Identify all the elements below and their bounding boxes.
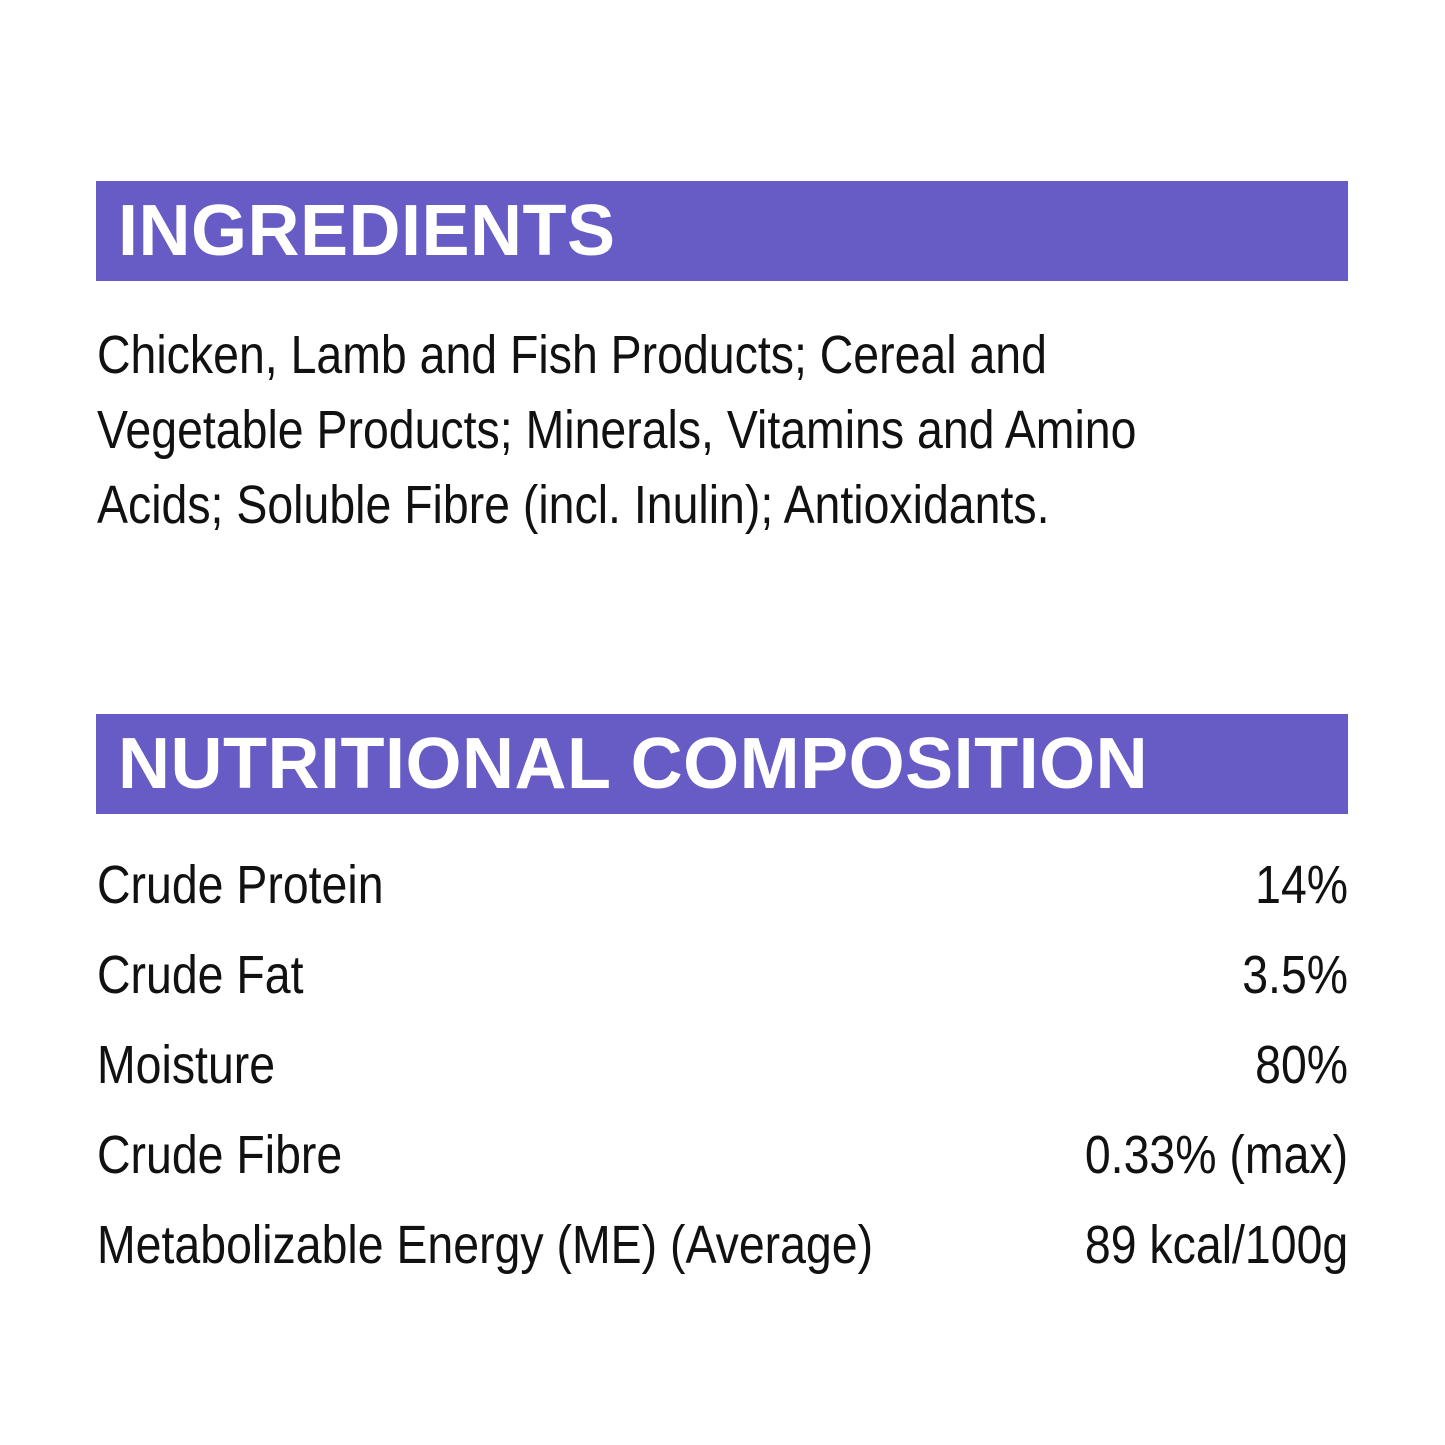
nutrient-name: Crude Protein [97, 855, 384, 915]
nutrient-name: Metabolizable Energy (ME) (Average) [97, 1215, 874, 1275]
nutrient-value: 14% [1255, 855, 1348, 915]
ingredients-line: Vegetable Products; Minerals, Vitamins a… [97, 400, 1137, 460]
nutrient-value: 0.33% (max) [1084, 1125, 1348, 1185]
section-title: NUTRITIONAL COMPOSITION [118, 724, 1149, 804]
nutrient-value: 3.5% [1242, 945, 1348, 1005]
section-title: INGREDIENTS [118, 191, 616, 271]
nutrient-name: Crude Fibre [97, 1125, 343, 1185]
nutrient-value: 80% [1255, 1035, 1348, 1095]
section-header: INGREDIENTS [96, 181, 1348, 281]
ingredients-line: Acids; Soluble Fibre (incl. Inulin); Ant… [97, 475, 1050, 535]
ingredients-line: Chicken, Lamb and Fish Products; Cereal … [97, 325, 1047, 385]
section-header: NUTRITIONAL COMPOSITION [96, 714, 1348, 814]
nutrient-name: Crude Fat [97, 945, 304, 1005]
nutrient-name: Moisture [97, 1035, 276, 1095]
nutrient-value: 89 kcal/100g [1084, 1215, 1348, 1275]
